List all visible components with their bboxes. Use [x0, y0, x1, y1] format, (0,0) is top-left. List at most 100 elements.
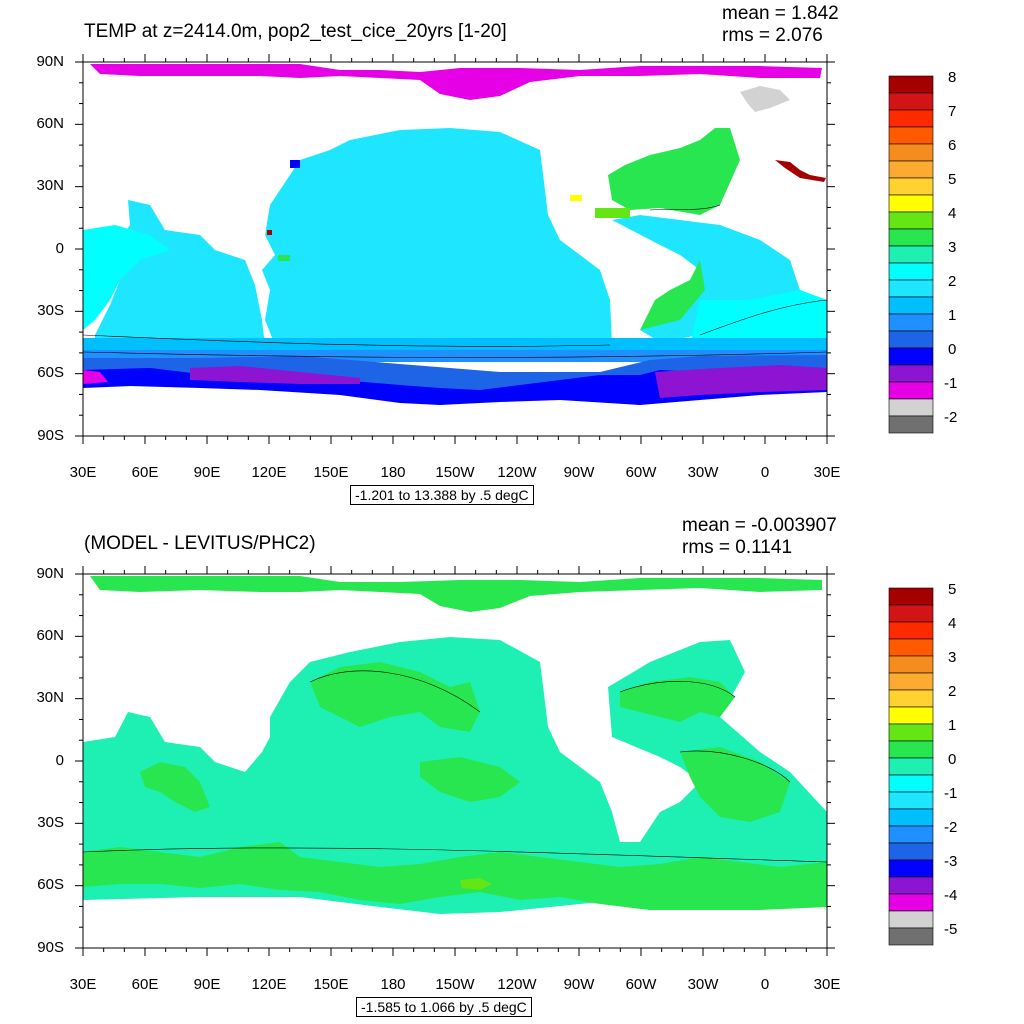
colorbar-label: 4: [948, 205, 957, 222]
green-patch-southern: [83, 842, 827, 910]
atlantic-north: [608, 128, 740, 215]
strong-green-spot: [460, 878, 492, 890]
colorbar-swatch: [888, 415, 934, 434]
colorbar-swatch: [888, 859, 934, 878]
colorbar-swatch: [888, 228, 934, 247]
yellow-feature: [570, 195, 582, 201]
colorbar-swatch: [888, 347, 934, 366]
colorbar-swatch: [888, 279, 934, 298]
green-dot: [278, 255, 290, 261]
antarctic-magenta: [83, 370, 108, 384]
lat-label: 90N: [36, 53, 64, 70]
lon-label: 150W: [435, 464, 475, 481]
colorbar-swatch: [888, 893, 934, 912]
lon-label: 30E: [69, 464, 97, 481]
colorbar-swatch: [888, 808, 934, 827]
lon-label: 120W: [497, 976, 537, 993]
green-patch-pacific: [310, 662, 480, 732]
lat-label: 60N: [36, 627, 64, 644]
colorbar-swatch: [888, 194, 934, 213]
antarctic-purple-right: [655, 365, 827, 398]
colorbar-swatch: [888, 381, 934, 400]
lon-label: 120E: [251, 464, 287, 481]
lon-label: 0: [760, 464, 770, 481]
colorbar-swatch: [888, 75, 934, 94]
red-dot: [267, 230, 272, 235]
colorbar-label: 6: [948, 137, 957, 154]
colorbar-swatch: [888, 638, 934, 657]
green-patch-pacific-south: [420, 757, 520, 802]
colorbar-swatch: [888, 109, 934, 128]
rms-value: rms = 0.1141: [682, 537, 793, 558]
axis-ticks: [75, 566, 835, 956]
southern-band-3: [83, 355, 827, 398]
colorbar-label: 2: [948, 273, 957, 290]
indian-aqua-band: [83, 225, 170, 330]
colorbar-swatch: [888, 364, 934, 383]
lat-label: 0: [55, 752, 64, 769]
lon-label: 90E: [193, 464, 221, 481]
colorbar-swatch: [888, 723, 934, 742]
colorbar-swatch: [888, 740, 934, 759]
colorbar-label: 8: [948, 69, 957, 86]
map-panel-temperature: TEMP at z=2414.0m, pop2_test_cice_20yrs …: [36, 3, 958, 505]
colorbar-label: -2: [944, 819, 958, 836]
colorbar-swatch: [888, 876, 934, 895]
lat-label: 30S: [37, 814, 64, 831]
lon-label: 90E: [193, 976, 221, 993]
lat-label: 60N: [36, 115, 64, 132]
lon-label: 30E: [813, 976, 841, 993]
antarctic-purple-left: [190, 366, 360, 384]
colorbar: [888, 587, 934, 946]
colorbar-swatch: [888, 296, 934, 315]
colorbar-swatch: [888, 774, 934, 793]
colorbar-label: 5: [948, 581, 957, 598]
colorbar-swatch: [888, 143, 934, 162]
colorbar-swatch: [888, 689, 934, 708]
colorbar-label: 4: [948, 615, 957, 632]
lat-label: 30N: [36, 689, 64, 706]
lon-label: 180: [380, 976, 406, 993]
colorbar-swatch: [888, 927, 934, 946]
lat-label: 60S: [37, 876, 64, 893]
green-patch-atlantic: [620, 677, 735, 722]
colorbar-swatch: [888, 398, 934, 417]
colorbar-swatch: [888, 177, 934, 196]
colorbar-swatch: [888, 262, 934, 281]
colorbar-swatch: [888, 655, 934, 674]
colorbar-swatch: [888, 757, 934, 776]
blue-dot: [290, 160, 300, 168]
colorbar-label: 1: [948, 717, 957, 734]
colorbar-label: 0: [948, 751, 957, 768]
lon-label: 60W: [625, 464, 657, 481]
colorbar-swatch: [888, 672, 934, 691]
colorbar-swatch: [888, 330, 934, 349]
colorbar-label: 7: [948, 103, 957, 120]
pacific-ocean: [262, 128, 612, 362]
lat-label: 60S: [37, 364, 64, 381]
map-plot: [75, 566, 934, 956]
axis-ticks: [75, 54, 835, 444]
contour-info-box: -1.585 to 1.066 by .5 degC: [356, 997, 532, 1017]
lon-label: 90W: [563, 976, 595, 993]
colorbar-label: -2: [944, 409, 958, 426]
colorbar-swatch: [888, 245, 934, 264]
map-title: (MODEL - LEVITUS/PHC2): [84, 533, 316, 554]
lat-label: 0: [55, 240, 64, 257]
colorbar-label: 0: [948, 341, 957, 358]
colorbar-label: -4: [944, 887, 958, 904]
southern-band-1: [83, 338, 827, 352]
contour-info-box: -1.201 to 13.388 by .5 degC: [350, 485, 534, 505]
colorbar-swatch: [888, 160, 934, 179]
lon-label: 30W: [687, 976, 719, 993]
colorbar-label: 1: [948, 307, 957, 324]
lon-label: 0: [760, 976, 770, 993]
colorbar-swatch: [888, 910, 934, 929]
green-patch-arctic: [90, 576, 822, 612]
green-feature-a: [595, 208, 630, 218]
colorbar: [888, 75, 934, 434]
lon-label: 60E: [131, 976, 159, 993]
lat-label: 90N: [36, 565, 64, 582]
mean-value: mean = -0.003907: [682, 515, 837, 536]
map-title: TEMP at z=2414.0m, pop2_test_cice_20yrs …: [84, 21, 507, 42]
